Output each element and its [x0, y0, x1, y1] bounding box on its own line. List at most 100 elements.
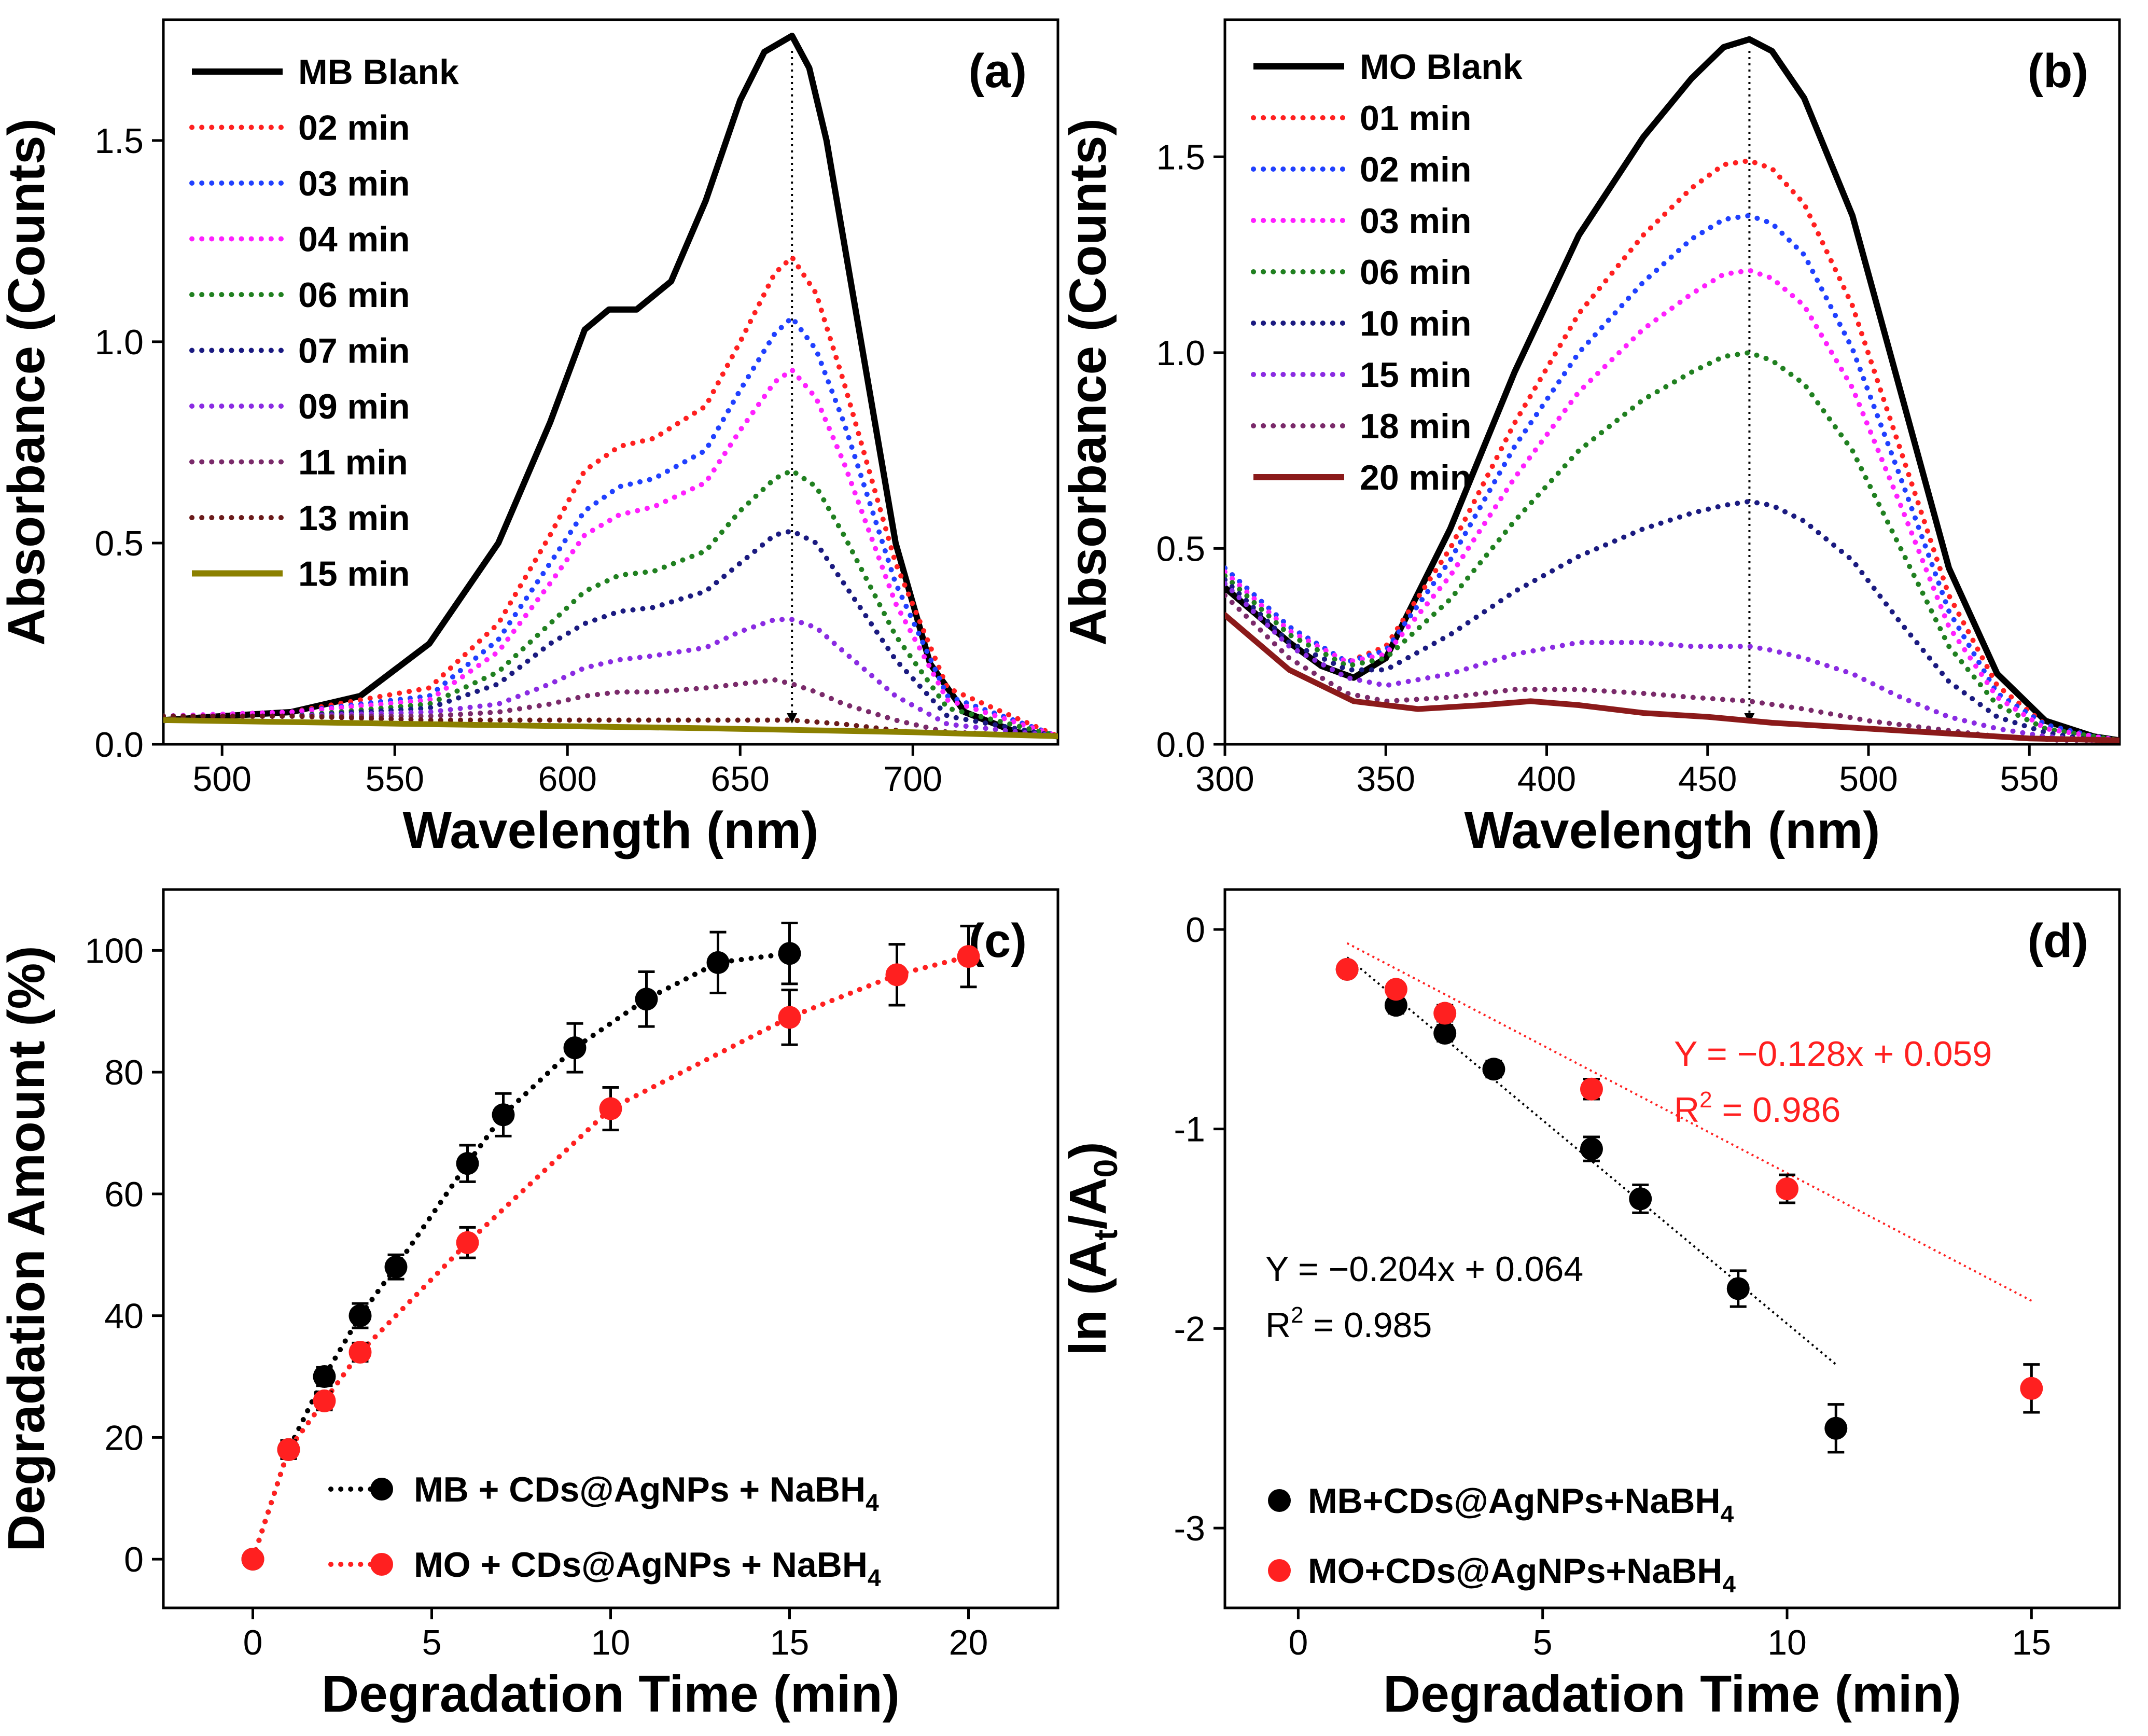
x-tick-label: 0 [243, 1623, 263, 1662]
legend-label: MO+CDs@AgNPs+NaBH4 [1308, 1551, 1736, 1598]
series-trend-line [250, 954, 971, 1562]
legend-label: 13 min [298, 498, 410, 538]
series-line-04-min [163, 367, 1058, 739]
y-tick-label: 0.0 [1156, 725, 1205, 765]
legend-label: 03 min [298, 164, 410, 203]
data-point [1433, 1022, 1457, 1045]
series-line-07-min [163, 528, 1058, 739]
data-point [778, 942, 801, 965]
series-line-03-min [1225, 268, 2119, 743]
series-line-06-min [1225, 350, 2119, 743]
x-tick-label: 400 [1517, 759, 1576, 799]
x-tick-label: 300 [1195, 759, 1254, 799]
legend-label: MB + CDs@AgNPs + NaBH4 [414, 1470, 879, 1516]
data-point [599, 1097, 622, 1120]
y-tick-label: 60 [104, 1175, 144, 1214]
legend-label: 15 min [1360, 355, 1471, 395]
data-point [957, 945, 980, 968]
y-tick-label: 80 [104, 1053, 144, 1092]
series-line-11-min [163, 677, 1058, 739]
y-tick-label: 40 [104, 1297, 144, 1336]
y-axis-label: Absorbance (Counts) [0, 118, 55, 646]
x-tick-label: 550 [366, 759, 424, 799]
x-tick-label: 5 [1533, 1623, 1553, 1662]
fit-equation: Y = −0.128x + 0.059 [1674, 1034, 1992, 1074]
y-tick-label: 20 [104, 1418, 144, 1457]
x-tick-label: 350 [1357, 759, 1415, 799]
y-tick-label: 1.5 [1156, 137, 1205, 177]
y-tick-label: 0.5 [1156, 529, 1205, 568]
legend-label: MB+CDs@AgNPs+NaBH4 [1308, 1481, 1734, 1527]
data-point [313, 1389, 336, 1412]
data-point [492, 1103, 515, 1127]
series-line-02-min [163, 254, 1058, 739]
data-point [1433, 1002, 1457, 1025]
data-point [1384, 994, 1407, 1017]
y-tick-label: 100 [85, 931, 144, 970]
x-tick-label: 600 [538, 759, 597, 799]
fit-r-squared: R2 = 0.985 [1265, 1302, 1432, 1345]
data-point [1335, 957, 1359, 981]
data-point [778, 1006, 801, 1029]
y-tick-label: -1 [1174, 1110, 1205, 1149]
data-point [1384, 978, 1407, 1001]
y-tick-label: 0 [124, 1540, 144, 1579]
x-axis-label: Wavelength (nm) [1464, 801, 1880, 859]
legend-label: 15 min [298, 554, 410, 594]
legend-label: MO + CDs@AgNPs + NaBH4 [414, 1545, 881, 1591]
legend-marker [370, 1478, 393, 1501]
plot-area [1225, 36, 2119, 744]
data-point [2020, 1377, 2043, 1400]
y-tick-label: -3 [1174, 1509, 1205, 1548]
panel-b: 300 350 400 450 500 550 0.0 0.5 1.0 1.5 Wavelength… [1059, 18, 2121, 859]
x-tick-label: 10 [591, 1623, 631, 1662]
series-line-20-min [1225, 612, 2119, 743]
legend-label: 10 min [1360, 304, 1471, 343]
x-tick-label: 20 [949, 1623, 988, 1662]
legend-label: 20 min [1360, 458, 1471, 497]
fit-equation: Y = −0.204x + 0.064 [1265, 1249, 1583, 1289]
panel-a: 500 550 600 650 700 0.0 0.5 1.0 1.5 Wavelength (n… [0, 18, 1059, 859]
fit-r-squared: R2 = 0.986 [1674, 1087, 1840, 1130]
x-tick-label: 15 [770, 1623, 810, 1662]
plot-frame [1223, 888, 2121, 1609]
data-point [706, 951, 730, 974]
series-line-10-min [1225, 498, 2119, 743]
legend-label: 04 min [298, 220, 410, 259]
y-tick-label: 0 [1185, 910, 1205, 950]
panel-d: 0 5 10 15 0 -1 -2 -3 Degradation Time (min) ln (A… [1059, 888, 2121, 1723]
y-axis-label: Degradation Amount (%) [0, 946, 55, 1551]
y-axis-label: Absorbance (Counts) [1059, 118, 1117, 646]
data-point [456, 1231, 479, 1254]
legend-marker [370, 1553, 393, 1576]
series-line-02-min [1225, 213, 2119, 743]
x-tick-label: 15 [2012, 1623, 2052, 1662]
panel-c: 0 5 10 15 20 0 20 40 60 80 100 Degradation Time (mi… [0, 888, 1059, 1723]
x-axis-label: Wavelength (nm) [403, 801, 819, 859]
x-tick-label: 650 [711, 759, 770, 799]
legend-label: 09 min [298, 387, 410, 426]
data-point [885, 963, 909, 987]
series-line-15-min [1225, 581, 2119, 743]
x-tick-label: 5 [422, 1623, 442, 1662]
data-point [1824, 1416, 1848, 1440]
x-axis-label: Degradation Time (min) [1383, 1665, 1961, 1723]
plot-frame [1223, 18, 2121, 746]
legend-label: 06 min [1360, 253, 1471, 292]
plot-area [241, 922, 980, 1571]
x-tick-label: 0 [1288, 1623, 1308, 1662]
x-tick-label: 10 [1767, 1623, 1807, 1662]
y-axis-label: ln (At/A0) [1059, 1142, 1124, 1355]
legend-label: 02 min [298, 108, 410, 148]
data-point [1580, 1137, 1603, 1161]
legend-label: 07 min [298, 331, 410, 371]
x-tick-label: 450 [1678, 759, 1737, 799]
data-point [456, 1152, 479, 1175]
panel-label: (a) [969, 45, 1027, 98]
legend-label: 03 min [1360, 201, 1471, 241]
series-line-01-min [1225, 158, 2119, 743]
plot-frame [162, 18, 1059, 746]
series-line-mb-blank [163, 33, 1058, 740]
y-tick-label: 1.5 [94, 121, 144, 161]
peak-marker-arrow [787, 713, 798, 724]
